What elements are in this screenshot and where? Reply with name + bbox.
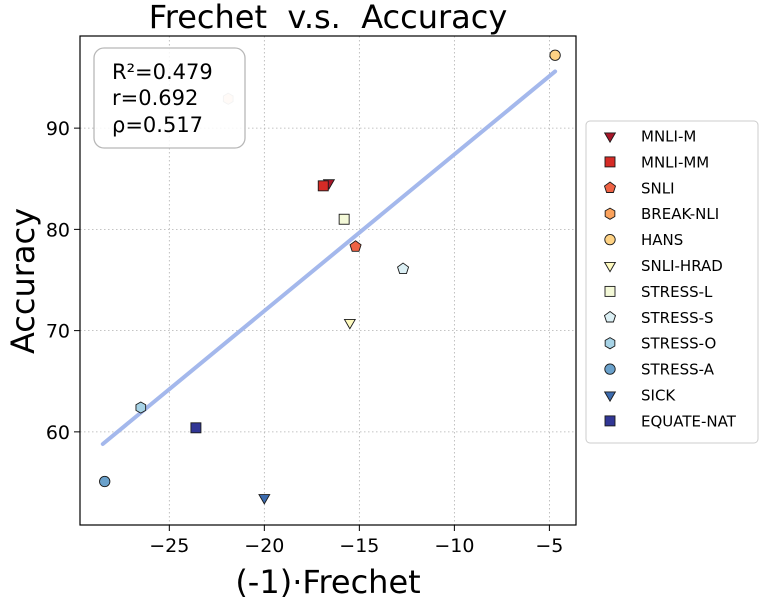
stat-r: r=0.692 [112,86,198,110]
legend-marker-stress-s [603,310,617,323]
legend-label-stress-s: STRESS-S [641,309,714,327]
legend-marker-hans [604,233,616,246]
legend-marker-stress-o [604,337,616,350]
point-equate-nat [190,422,202,434]
legend-marker-mnli-mm [604,156,616,168]
legend-marker-stress-l [604,285,616,297]
legend-label-snli: SNLI [641,179,675,197]
legend-label-stress-l: STRESS-L [641,283,713,301]
chart-title: Frechet v.s. Accuracy [149,0,508,36]
y-tick-label: 60 [46,422,70,444]
x-tick-label: −10 [434,535,474,557]
point-snli-hrad [343,318,356,330]
legend-label-break-nli: BREAK-NLI [641,205,719,223]
legend-label-mnli-mm: MNLI-MM [641,153,709,171]
legend: MNLI-M MNLI-MM SNLI BREAK-NLI HANS SNLI-HRAD S… [585,120,759,444]
x-tick-label: −15 [339,535,379,557]
x-axis-label: (-1)·Frechet [235,563,420,601]
plot-frame [79,35,577,526]
stat-r2: R²=0.479 [112,60,213,84]
y-tick-label: 90 [46,118,70,140]
legend-label-snli-hrad: SNLI-HRAD [641,257,723,275]
legend-label-sick: SICK [641,387,676,405]
point-hans [549,49,561,61]
legend-marker-equate-nat [604,415,616,427]
legend-label-stress-a: STRESS-A [641,361,715,379]
point-stress-l [338,213,350,225]
stat-rho: ρ=0.517 [112,113,203,137]
point-stress-a [99,475,111,488]
x-tick-label: −5 [535,535,563,557]
axis-ticks: −25 −20 −15 −10 −5 60 70 80 90 [46,118,564,557]
legend-marker-snli [603,181,617,193]
point-sick [258,494,271,505]
legend-marker-mnli-m [603,132,617,144]
y-tick-label: 70 [46,321,70,343]
legend-label-stress-o: STRESS-O [641,335,716,353]
point-mnli-mm [317,180,329,192]
y-tick-label: 80 [46,219,70,241]
x-tick-label: −20 [244,535,284,557]
grid-lines [80,36,576,525]
legend-marker-break-nli [604,207,616,220]
legend-label-hans: HANS [641,231,683,249]
x-tick-label: −25 [149,535,189,557]
regression-line [100,69,558,447]
stats-box: R²=0.479 r=0.692 ρ=0.517 [93,47,246,149]
legend-marker-stress-a [604,363,616,375]
legend-label-equate-nat: EQUATE-NAT [641,412,737,430]
point-stress-o [135,401,147,414]
point-snli [349,240,362,252]
y-axis-label: Accuracy [4,208,42,354]
legend-marker-snli-hrad [603,261,617,273]
legend-marker-sick [603,391,617,403]
point-stress-s [397,262,410,274]
legend-label-mnli-m: MNLI-M [641,128,696,146]
